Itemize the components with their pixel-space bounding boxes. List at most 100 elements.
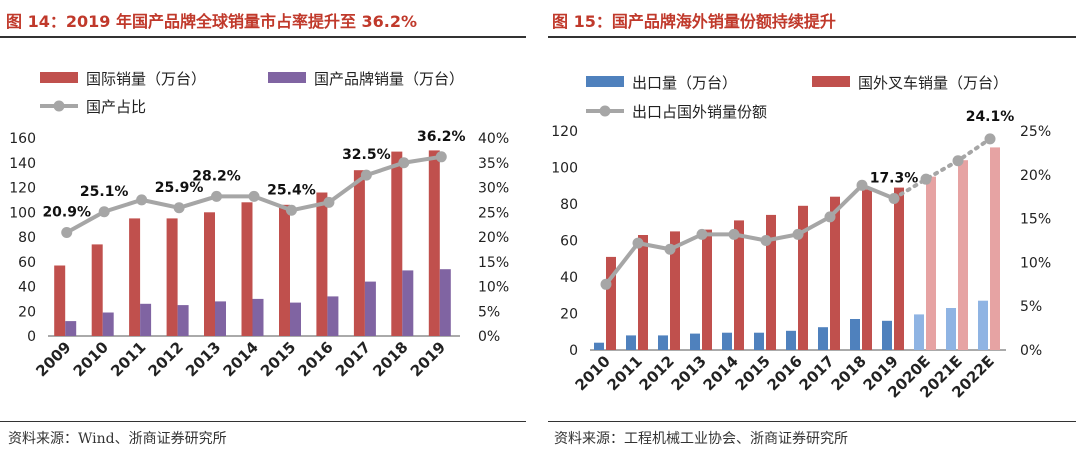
share-data-label: 28.2% xyxy=(192,168,241,184)
x-tick-label: 2015 xyxy=(257,338,299,380)
bar-domestic-bar xyxy=(316,192,328,336)
y-left-tick-label: 20 xyxy=(18,304,36,320)
y-left-tick-label: 120 xyxy=(9,181,36,197)
bar-brand-bar xyxy=(215,301,226,336)
legend-swatch xyxy=(812,76,850,87)
share-point xyxy=(211,190,223,202)
share-point xyxy=(792,228,804,240)
bar-domestic-bar xyxy=(926,176,936,350)
legend-marker xyxy=(53,100,65,112)
bar-brand-bar xyxy=(327,296,339,336)
y-left-tick-label: 0 xyxy=(27,329,36,345)
y-left-tick-label: 100 xyxy=(9,205,36,221)
y-right-tick-label: 10% xyxy=(478,280,509,296)
share-point xyxy=(728,228,740,240)
bar-domestic-bar xyxy=(166,218,178,336)
bar-domestic-bar xyxy=(91,244,103,336)
bar-domestic-bar xyxy=(958,160,968,350)
right-title-rule xyxy=(548,36,1076,38)
y-left-tick-label: 160 xyxy=(9,131,36,147)
share-point xyxy=(435,151,447,163)
share-data-label: 36.2% xyxy=(417,129,466,145)
y-right-tick-label: 25% xyxy=(478,205,509,221)
bar-export-bar xyxy=(882,320,892,350)
left-chart-title: 图 14：2019 年国产品牌全球销量市占率提升至 36.2% xyxy=(6,12,418,31)
right-chart: 0204060801001200%5%10%15%20%25%201020112… xyxy=(551,74,1051,402)
bar-domestic-bar xyxy=(990,147,1000,350)
y-left-tick-label: 120 xyxy=(551,124,578,140)
share-data-label: 20.9% xyxy=(42,205,91,221)
bar-export-bar xyxy=(754,332,764,350)
share-point xyxy=(984,133,996,145)
y-right-tick-label: 0% xyxy=(478,329,500,345)
x-tick-label: 2011 xyxy=(604,352,646,394)
legend-label: 国产品牌销量（万台） xyxy=(314,70,464,88)
y-right-tick-label: 20% xyxy=(1020,168,1051,184)
share-point xyxy=(760,235,772,246)
x-tick-label: 2010 xyxy=(70,338,112,380)
x-tick-label: 2017 xyxy=(332,338,374,380)
right-source-note: 资料来源：工程机械工业协会、浙商证券研究所 xyxy=(554,431,848,447)
bar-export-bar xyxy=(978,300,988,350)
bar-brand-bar xyxy=(290,302,301,336)
share-point xyxy=(632,237,644,249)
y-right-tick-label: 30% xyxy=(478,181,509,197)
bar-brand-bar xyxy=(252,298,264,336)
bar-domestic-bar xyxy=(862,189,872,350)
bar-brand-bar xyxy=(439,269,451,336)
share-point xyxy=(920,173,932,185)
y-right-tick-label: 5% xyxy=(478,304,500,320)
bar-domestic-bar xyxy=(204,212,215,337)
bar-domestic-bar xyxy=(830,196,840,350)
share-data-label: 25.1% xyxy=(80,184,129,200)
y-right-tick-label: 25% xyxy=(1020,124,1051,140)
bar-brand-bar xyxy=(402,270,414,336)
y-right-tick-label: 40% xyxy=(478,131,509,147)
x-tick-label: 2012 xyxy=(636,352,678,394)
legend-label: 国外叉车销量（万台） xyxy=(858,74,1008,92)
bar-domestic-bar xyxy=(279,204,290,336)
share-data-label: 24.1% xyxy=(966,109,1015,125)
legend-label: 出口占国外销量份额 xyxy=(632,103,767,121)
bar-export-bar xyxy=(658,335,668,350)
bar-export-bar xyxy=(594,342,604,350)
bar-export-bar xyxy=(690,333,700,350)
bar-domestic-bar xyxy=(702,229,712,350)
x-tick-label: 2017 xyxy=(796,352,838,394)
x-tick-label: 2014 xyxy=(220,338,262,380)
y-right-tick-label: 10% xyxy=(1020,255,1051,271)
share-data-label: 25.9% xyxy=(155,180,204,196)
y-right-tick-label: 35% xyxy=(478,156,509,172)
bar-domestic-bar xyxy=(606,256,616,350)
y-right-tick-label: 15% xyxy=(478,255,509,271)
x-tick-label: 2016 xyxy=(764,352,806,394)
x-tick-label: 2015 xyxy=(732,352,774,394)
x-tick-label: 2014 xyxy=(700,352,742,394)
legend-swatch xyxy=(586,76,624,87)
left-chart: 0 20 40 60 80 100 120 140 160 0% 5% 10% 15% 20% 25% 30%… xyxy=(9,70,509,380)
y-right-tick-label: 0% xyxy=(1020,343,1042,359)
bar-export-bar xyxy=(626,335,636,350)
right-chart-title: 图 15：国产品牌海外销量份额持续提升 xyxy=(552,12,836,31)
legend-swatch xyxy=(268,72,306,83)
x-tick-label: 2018 xyxy=(828,352,870,394)
bar-brand-bar xyxy=(102,312,114,336)
left-panel: 图 14：2019 年国产品牌全球销量市占率提升至 36.2% 0 20 40 60 8… xyxy=(0,0,530,457)
x-tick-label: 2013 xyxy=(668,352,710,394)
bar-domestic-bar xyxy=(353,170,365,336)
y-right-tick-label: 5% xyxy=(1020,299,1042,315)
legend-swatch xyxy=(40,72,78,83)
x-tick-label: 2018 xyxy=(369,338,411,380)
y-right-tick-label: 20% xyxy=(478,230,509,246)
left-title-rule xyxy=(0,36,526,38)
bar-domestic-bar xyxy=(638,235,648,350)
bar-export-bar xyxy=(818,327,828,350)
share-line-forecast xyxy=(892,136,992,201)
bar-domestic-bar xyxy=(241,202,253,336)
bar-brand-bar xyxy=(177,305,189,336)
bar-domestic-bar xyxy=(734,220,744,350)
bar-export-bar xyxy=(850,319,860,350)
y-left-tick-label: 80 xyxy=(18,230,36,246)
bar-domestic-bar xyxy=(670,231,680,350)
bar-brand-bar xyxy=(364,281,376,336)
